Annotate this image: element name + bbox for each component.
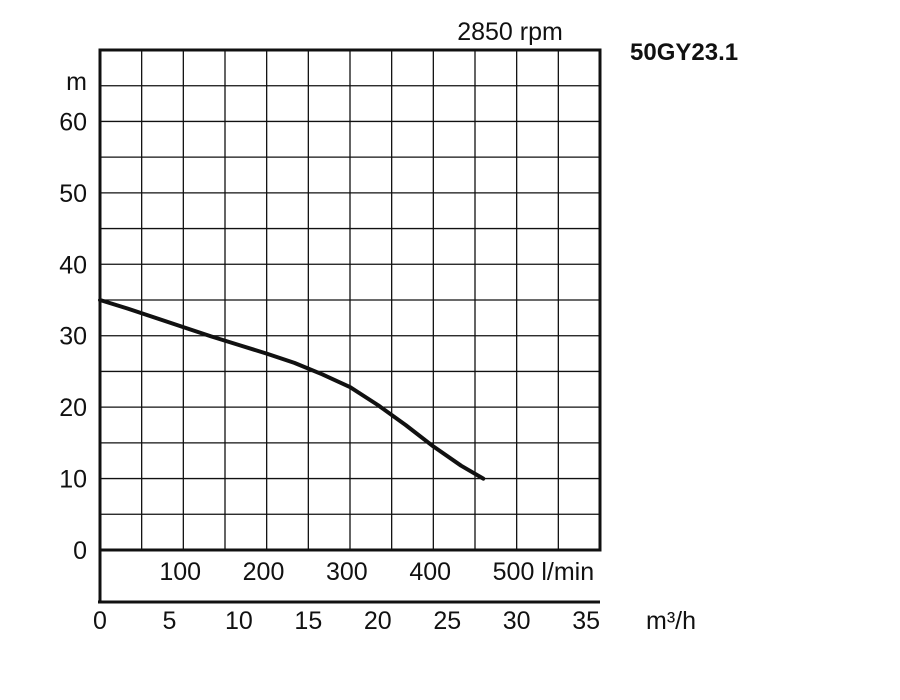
m3h-tick-label: 30 bbox=[503, 607, 531, 635]
m3h-tick-label: 25 bbox=[433, 607, 461, 635]
y-tick-labels: 0 10 20 30 40 50 60 bbox=[59, 108, 87, 565]
plot-frame bbox=[98, 48, 602, 604]
head-curve bbox=[98, 298, 486, 481]
chart-title: 2850 rpm bbox=[457, 18, 563, 46]
grid bbox=[100, 50, 600, 550]
lpm-tick-label: 200 bbox=[243, 558, 285, 586]
m3h-unit-label: m³/h bbox=[646, 607, 696, 635]
m3h-tick-label: 5 bbox=[162, 607, 176, 635]
y-tick-label: 20 bbox=[59, 394, 87, 422]
m3h-tick-label: 15 bbox=[294, 607, 322, 635]
y-tick-label: 10 bbox=[59, 466, 87, 494]
lpm-tick-label: 400 bbox=[409, 558, 451, 586]
m3h-tick-labels: 0 5 10 15 20 25 30 35 bbox=[93, 607, 600, 635]
m3h-tick-label: 0 bbox=[93, 607, 107, 635]
y-tick-label: 50 bbox=[59, 180, 87, 208]
m3h-tick-label: 35 bbox=[572, 607, 600, 635]
lpm-tick-label: 100 bbox=[159, 558, 201, 586]
m3h-tick-label: 20 bbox=[364, 607, 392, 635]
y-tick-label: 60 bbox=[59, 108, 87, 136]
model-label: 50GY23.1 bbox=[630, 39, 738, 66]
lpm-tick-label: 300 bbox=[326, 558, 368, 586]
lpm-tick-labels: 100 200 300 400 500 l/min bbox=[159, 558, 594, 586]
lpm-tick-label: 500 l/min bbox=[493, 558, 594, 586]
curve-layer bbox=[98, 298, 486, 481]
y-tick-label: 40 bbox=[59, 251, 87, 279]
y-tick-label: 0 bbox=[73, 537, 87, 565]
y-unit-label: m bbox=[66, 68, 87, 96]
m3h-tick-label: 10 bbox=[225, 607, 253, 635]
y-tick-label: 30 bbox=[59, 323, 87, 351]
